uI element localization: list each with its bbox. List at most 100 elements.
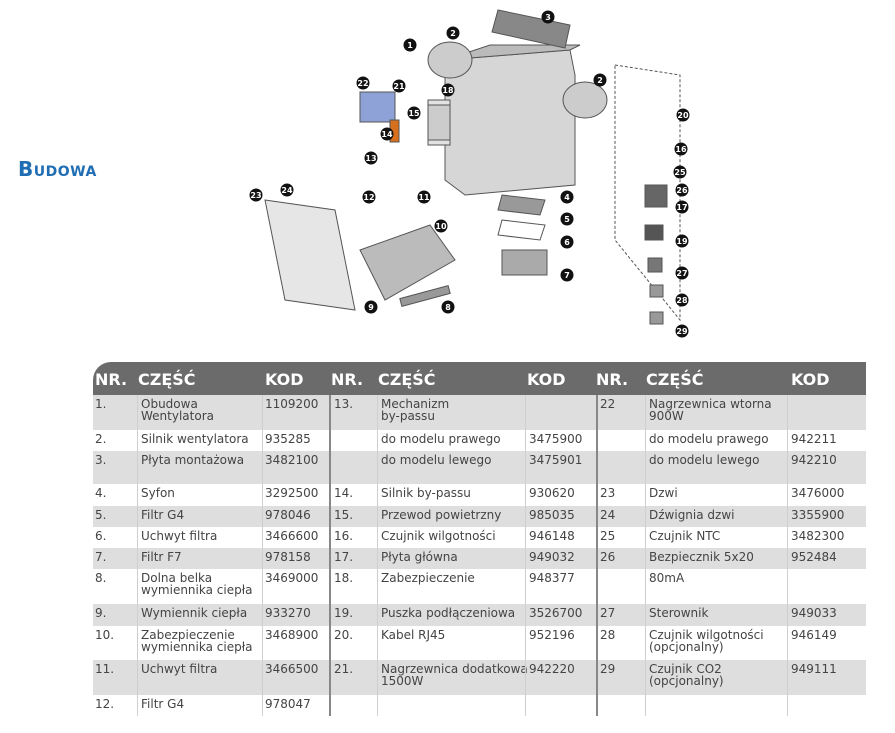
filter-frame-6	[497, 219, 546, 241]
cell-code: 949111	[791, 662, 837, 676]
cell-code: 978158	[265, 550, 311, 564]
cell-code: 952196	[529, 628, 575, 642]
table-row: 1. Obudowa Wentylatora 1109200 13. Mechanizm…	[93, 395, 866, 430]
cell-code: 3526700	[529, 606, 583, 620]
cell-part: Dolna belka wymiennika ciepła	[141, 571, 253, 597]
column-divider	[645, 395, 646, 716]
callout-marker	[249, 188, 263, 202]
section-title: Budowa	[18, 157, 97, 181]
cell-nr: 16.	[334, 529, 354, 543]
cell-nr: 29	[600, 662, 616, 676]
callout-number: 17	[676, 203, 687, 212]
cell-part: Czujnik wilgotności	[381, 529, 496, 543]
callout-number: 1	[407, 41, 413, 50]
callout-marker	[446, 26, 460, 40]
callout-marker	[675, 234, 689, 248]
cell-code: 3475900	[529, 432, 583, 446]
cell-nr: 18.	[334, 571, 354, 585]
cell-part: Syfon	[141, 486, 175, 500]
cell-part: do modelu lewego	[649, 453, 760, 467]
callout-marker	[403, 38, 417, 52]
callout-marker	[673, 165, 687, 179]
electrical-panel	[614, 64, 681, 322]
callout-number: 28	[676, 296, 688, 305]
cell-part: Filtr F7	[141, 550, 182, 564]
header-part: CZĘŚĆ	[138, 370, 196, 389]
table-row: 8. Dolna belka wymiennika ciepła 3469000 18…	[93, 569, 866, 604]
cell-nr: 19.	[334, 606, 354, 620]
board-26	[644, 184, 668, 208]
cell-code: 3292500	[265, 486, 319, 500]
column-divider	[377, 395, 378, 716]
cell-part: Filtr G4	[141, 508, 185, 522]
cell-nr: 23	[600, 486, 616, 500]
cell-nr: 6.	[95, 529, 107, 543]
header-nr: NR.	[95, 370, 128, 389]
header-code: KOD	[791, 370, 830, 389]
cell-nr: 7.	[95, 550, 107, 564]
callout-marker	[675, 293, 689, 307]
cell-nr: 8.	[95, 571, 107, 585]
column-divider	[262, 395, 263, 716]
cell-part: do modelu lewego	[381, 453, 492, 467]
door	[264, 199, 356, 311]
table-row: 2. Silnik wentylatora 935285 do modelu praw…	[93, 430, 866, 451]
callout-number: 27	[676, 269, 687, 278]
cell-nr: 11.	[95, 662, 115, 676]
callout-marker	[560, 235, 574, 249]
box-19	[644, 224, 664, 241]
cell-part: do modelu prawego	[649, 432, 769, 446]
cell-code: 935285	[265, 432, 311, 446]
table-row: 12. Filtr G4 978047	[93, 695, 866, 716]
cell-nr: 9.	[95, 606, 107, 620]
column-divider	[329, 395, 331, 716]
cell-part: Puszka podłączeniowa	[381, 606, 516, 620]
callout-number: 2	[597, 76, 603, 85]
heat-exchanger	[359, 224, 456, 301]
callout-marker	[675, 183, 689, 197]
callout-number: 2	[450, 29, 456, 38]
cell-code: 3469000	[265, 571, 319, 585]
cell-code: 952484	[791, 550, 837, 564]
heater-22	[359, 91, 396, 123]
sensor-29	[649, 311, 664, 325]
cell-nr: 5.	[95, 508, 107, 522]
table-row: 5. Filtr G4 978046 15. Przewod powietrzny 985…	[93, 506, 866, 527]
cell-code: 948377	[529, 571, 575, 585]
table-row: 3. Płyta montażowa 3482100 do modelu lewego…	[93, 451, 866, 484]
callout-number: 18	[442, 86, 454, 95]
callout-number: 21	[393, 82, 405, 91]
cell-nr: 21.	[334, 662, 354, 676]
cell-code: 978047	[265, 697, 311, 711]
callout-marker	[560, 212, 574, 226]
callout-number: 19	[676, 237, 688, 246]
cell-part: Uchwyt filtra	[141, 529, 218, 543]
callout-number: 25	[674, 168, 686, 177]
cell-part: Zabezpieczenie wymiennika ciepła	[141, 628, 253, 654]
callout-number: 26	[676, 186, 688, 195]
cell-part: Zabezpieczenie	[381, 571, 475, 585]
callout-marker	[380, 127, 394, 141]
cell-nr: 24	[600, 508, 616, 522]
callout-marker	[560, 190, 574, 204]
callout-number: 8	[445, 303, 451, 312]
header-nr: NR.	[596, 370, 629, 389]
callout-marker	[362, 190, 376, 204]
cell-code: 942211	[791, 432, 837, 446]
callout-number: 12	[363, 193, 374, 202]
cell-part: Nagrzewnica dodatkowa 1500W	[381, 662, 528, 688]
cell-nr: 10.	[95, 628, 115, 642]
cell-code: 949033	[791, 606, 837, 620]
cell-part: do modelu prawego	[381, 432, 501, 446]
cell-nr: 17.	[334, 550, 354, 564]
fan-left	[427, 41, 473, 79]
callout-number: 29	[676, 327, 688, 336]
table-row: 4. Syfon 3292500 14. Silnik by-passu 930620 23…	[93, 484, 866, 506]
cell-part: Sterownik	[649, 606, 709, 620]
table-row: 10. Zabezpieczenie wymiennika ciepła 34689…	[93, 626, 866, 660]
cell-part: Przewod powietrzny	[381, 508, 502, 522]
column-divider	[596, 395, 598, 716]
cell-code: 942210	[791, 453, 837, 467]
cylinder-15	[427, 104, 451, 141]
callout-marker	[407, 106, 421, 120]
